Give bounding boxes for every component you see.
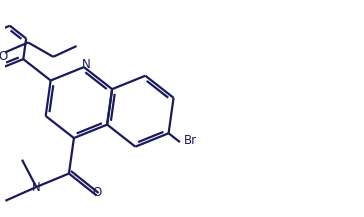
Text: N: N — [82, 58, 90, 71]
Text: O: O — [0, 50, 8, 62]
Text: Br: Br — [184, 134, 197, 147]
Text: O: O — [92, 186, 101, 199]
Text: N: N — [32, 181, 41, 194]
